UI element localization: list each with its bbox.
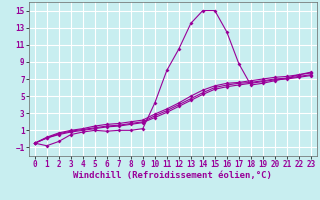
X-axis label: Windchill (Refroidissement éolien,°C): Windchill (Refroidissement éolien,°C) bbox=[73, 171, 272, 180]
